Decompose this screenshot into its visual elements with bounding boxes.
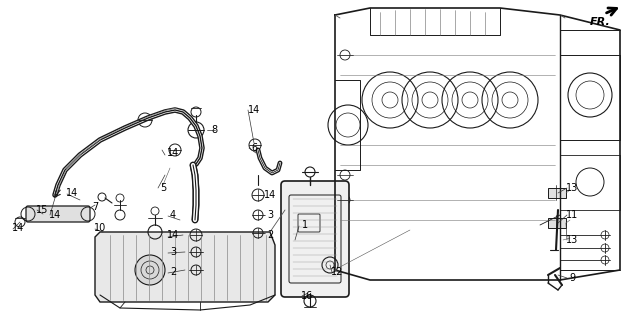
Text: 11: 11	[566, 210, 578, 220]
Text: FR.: FR.	[590, 17, 611, 27]
Text: 14: 14	[66, 188, 78, 198]
Text: 15: 15	[36, 205, 48, 215]
Text: 14: 14	[49, 210, 61, 220]
Text: 8: 8	[211, 125, 217, 135]
Text: 7: 7	[92, 202, 98, 212]
Text: 13: 13	[566, 235, 578, 245]
Text: 5: 5	[160, 183, 166, 193]
Text: 4: 4	[170, 210, 176, 220]
Bar	[548, 188, 566, 198]
FancyBboxPatch shape	[26, 206, 90, 222]
Text: 3: 3	[170, 247, 176, 257]
Text: 16: 16	[301, 291, 313, 301]
Text: 2: 2	[170, 267, 176, 277]
Text: 14: 14	[264, 190, 276, 200]
Text: 14: 14	[167, 230, 179, 240]
Text: 14: 14	[12, 223, 24, 233]
Text: 14: 14	[248, 105, 260, 115]
Text: 6: 6	[251, 143, 257, 153]
Polygon shape	[95, 232, 275, 302]
Text: 13: 13	[566, 183, 578, 193]
Text: 3: 3	[267, 210, 273, 220]
Circle shape	[135, 255, 165, 285]
Text: 2: 2	[267, 230, 273, 240]
Text: 14: 14	[167, 148, 179, 158]
FancyBboxPatch shape	[281, 181, 349, 297]
Text: 12: 12	[331, 267, 343, 277]
Bar	[548, 218, 566, 228]
Text: 10: 10	[94, 223, 106, 233]
Text: 1: 1	[302, 220, 308, 230]
Text: 9: 9	[569, 273, 575, 283]
